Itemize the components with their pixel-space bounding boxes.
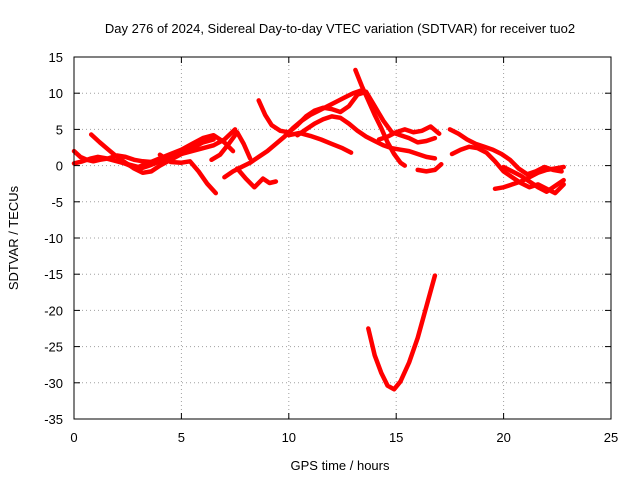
y-tick-label: -30 bbox=[44, 376, 63, 391]
y-axis-label: SDTVAR / TECUs bbox=[6, 185, 21, 290]
series-line-s5 bbox=[157, 152, 219, 196]
chart-title: Day 276 of 2024, Sidereal Day-to-day VTE… bbox=[105, 21, 575, 36]
series-line-s2 bbox=[71, 132, 236, 170]
y-tick-label: -5 bbox=[51, 195, 63, 210]
y-tick-label: 0 bbox=[56, 159, 63, 174]
x-tick-label: 25 bbox=[604, 430, 618, 445]
grid-layer bbox=[74, 57, 611, 419]
x-tick-label: 5 bbox=[178, 430, 185, 445]
series-line-s18 bbox=[492, 164, 566, 192]
y-tick-label: 15 bbox=[49, 50, 63, 65]
series-line-s12 bbox=[353, 67, 408, 168]
y-tick-label: -15 bbox=[44, 267, 63, 282]
series-line-s19 bbox=[501, 164, 566, 194]
series-line-s6 bbox=[209, 130, 253, 163]
series-line-s17 bbox=[449, 144, 566, 196]
series-line-s9 bbox=[256, 89, 438, 145]
y-tick-label: -25 bbox=[44, 340, 63, 355]
y-tick-label: -10 bbox=[44, 231, 63, 246]
y-tick-label: 5 bbox=[56, 122, 63, 137]
series-line-s15 bbox=[415, 161, 444, 174]
series-line-s3 bbox=[88, 132, 216, 176]
y-tick-label: 10 bbox=[49, 86, 63, 101]
series-line-s16 bbox=[447, 127, 564, 177]
x-axis-label: GPS time / hours bbox=[291, 458, 390, 473]
plot-frame bbox=[73, 56, 612, 420]
series-layer bbox=[71, 67, 566, 392]
series-line-s4 bbox=[119, 127, 238, 172]
series-line-s11 bbox=[286, 130, 354, 155]
tick-layer: 0 5 10 15 20 25 15 10 5 0 -5 -10 -15 -20 -25 -30 -35 bbox=[44, 50, 618, 445]
y-tick-label: -35 bbox=[44, 412, 63, 427]
y-tick-label: -20 bbox=[44, 303, 63, 318]
series-line-s14 bbox=[376, 124, 442, 142]
x-tick-label: 10 bbox=[282, 430, 296, 445]
series-line-s13 bbox=[366, 273, 438, 392]
x-tick-label: 20 bbox=[496, 430, 510, 445]
series-line-s8 bbox=[234, 166, 279, 190]
series-line-s10 bbox=[295, 114, 438, 161]
x-tick-label: 15 bbox=[389, 430, 403, 445]
x-tick-label: 0 bbox=[70, 430, 77, 445]
